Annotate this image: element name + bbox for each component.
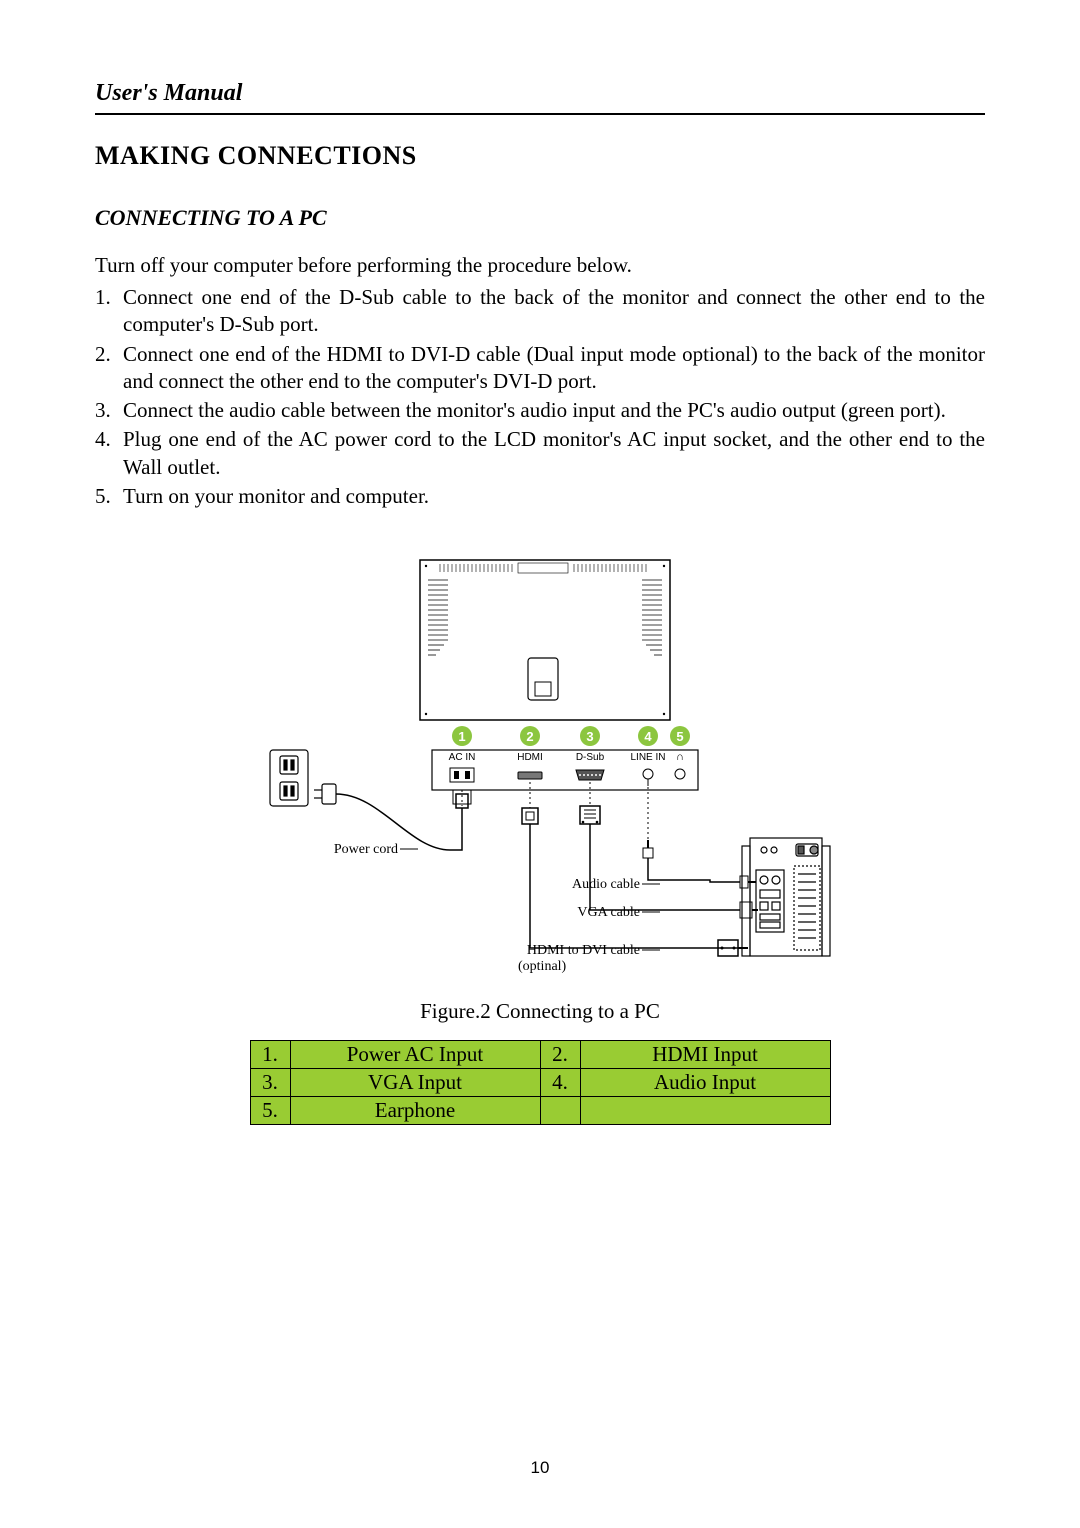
legend-num: [540, 1097, 580, 1125]
table-row: 5. Earphone: [250, 1097, 830, 1125]
legend-label: Audio Input: [580, 1069, 830, 1097]
steps-list: Connect one end of the D-Sub cable to th…: [95, 284, 985, 510]
step-item: Turn on your monitor and computer.: [95, 483, 985, 510]
legend-label: [580, 1097, 830, 1125]
legend-num: 3.: [250, 1069, 290, 1097]
legend-num: 1.: [250, 1041, 290, 1069]
page-number: 10: [0, 1458, 1080, 1478]
subheading: CONNECTING TO A PC: [95, 205, 985, 231]
step-item: Connect one end of the D-Sub cable to th…: [95, 284, 985, 339]
step-item: Plug one end of the AC power cord to the…: [95, 426, 985, 481]
legend-num: 5.: [250, 1097, 290, 1125]
table-row: 3. VGA Input 4. Audio Input: [250, 1069, 830, 1097]
legend-label: VGA Input: [290, 1069, 540, 1097]
section-heading: MAKING CONNECTIONS: [95, 141, 985, 171]
svg-text:1: 1: [458, 729, 465, 744]
legend-num: 2.: [540, 1041, 580, 1069]
figure-caption: Figure.2 Connecting to a PC: [95, 999, 985, 1024]
svg-text:4: 4: [644, 729, 652, 744]
label-vgacable: VGA cable: [577, 905, 640, 920]
svg-text:2: 2: [526, 729, 533, 744]
svg-text:3: 3: [586, 729, 593, 744]
header-rule: [95, 113, 985, 115]
connection-diagram: 1 2 3 4 5 AC IN HDMI D-Sub LINE IN ∩: [240, 550, 840, 985]
label-linein: LINE IN: [630, 752, 665, 763]
table-row: 1. Power AC Input 2. HDMI Input: [250, 1041, 830, 1069]
legend-label: Power AC Input: [290, 1041, 540, 1069]
header-title: User's Manual: [95, 80, 985, 107]
legend-label: Earphone: [290, 1097, 540, 1125]
label-audiocable: Audio cable: [572, 877, 640, 892]
label-hdmi: HDMI: [517, 752, 543, 763]
intro-text: Turn off your computer before performing…: [95, 253, 985, 278]
svg-text:∩: ∩: [676, 751, 684, 763]
legend-table: 1. Power AC Input 2. HDMI Input 3. VGA I…: [250, 1040, 831, 1125]
page: User's Manual MAKING CONNECTIONS CONNECT…: [0, 0, 1080, 1528]
step-item: Connect one end of the HDMI to DVI-D cab…: [95, 341, 985, 396]
label-powercord: Power cord: [334, 842, 398, 857]
label-acin: AC IN: [449, 752, 476, 763]
svg-text:5: 5: [676, 729, 683, 744]
label-dsub: D-Sub: [576, 752, 605, 763]
step-item: Connect the audio cable between the moni…: [95, 397, 985, 424]
legend-label: HDMI Input: [580, 1041, 830, 1069]
legend-num: 4.: [540, 1069, 580, 1097]
figure: 1 2 3 4 5 AC IN HDMI D-Sub LINE IN ∩: [95, 550, 985, 1125]
label-hdmidvi: HDMI to DVI cable: [527, 943, 640, 958]
label-hdmidvi2: (optinal): [518, 959, 567, 974]
